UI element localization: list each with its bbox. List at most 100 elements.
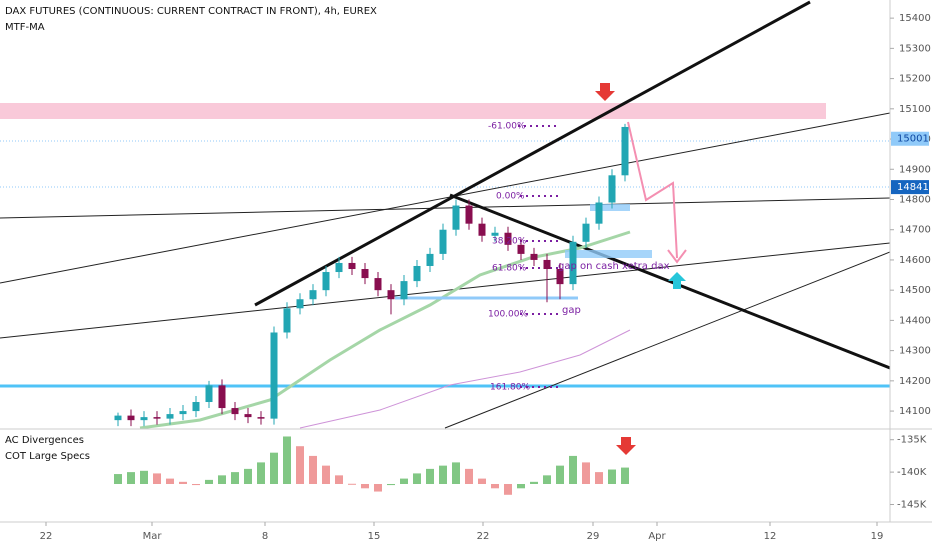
candle-body (582, 223, 590, 242)
histogram-bar (491, 484, 499, 489)
candle-body (465, 205, 473, 224)
histogram-bar (179, 481, 187, 484)
candle-body (348, 262, 356, 270)
histogram-bar (218, 475, 226, 484)
x-tick-label: 8 (262, 531, 268, 542)
fib-label: 0.00% (496, 192, 525, 202)
x-tick-label: 19 (871, 531, 884, 542)
y-tick-label: 14100 (899, 406, 931, 417)
price-label: 15001 (897, 134, 929, 145)
histogram-bar (387, 484, 395, 486)
histogram-bar (478, 478, 486, 484)
candle-body (192, 402, 200, 412)
candle-body (257, 417, 265, 419)
x-tick-label: Apr (648, 531, 666, 542)
moving-average (299, 329, 631, 429)
candle-body (335, 262, 343, 273)
x-tick-label: 12 (764, 531, 777, 542)
y-tick-label: 14500 (899, 285, 931, 296)
candle-body (283, 308, 291, 333)
histogram-bar (231, 472, 239, 484)
resistance-zone (0, 103, 826, 119)
histogram-bar (504, 484, 512, 495)
histogram-bar (452, 462, 460, 484)
histogram-bar (426, 468, 434, 484)
histogram-bar (543, 475, 551, 484)
histogram-bar (413, 473, 421, 484)
candle-body (270, 332, 278, 419)
chart-title: DAX FUTURES (CONTINUOUS: CURRENT CONTRAC… (5, 6, 377, 17)
candle-body (361, 269, 369, 279)
candle-body (153, 417, 161, 419)
candle-body (491, 232, 499, 236)
histogram-bar (361, 484, 369, 489)
histogram-bar (283, 436, 291, 484)
projection-arrow (667, 249, 687, 264)
candle-body (621, 126, 629, 176)
x-tick-label: 29 (587, 531, 600, 542)
histogram-bar (582, 462, 590, 484)
trendline (0, 242, 891, 339)
indicator-name: COT Large Specs (5, 451, 90, 462)
histogram-bar (569, 455, 577, 484)
candle-body (504, 232, 512, 245)
candle-body (426, 253, 434, 266)
histogram-bar (309, 455, 317, 484)
histogram-bar (621, 467, 629, 484)
candle-body (296, 299, 304, 309)
trendline-thick (449, 193, 891, 370)
histogram-bar (348, 483, 356, 485)
histogram-bar (608, 469, 616, 484)
histogram-bar (439, 465, 447, 484)
y-tick-label: 14300 (899, 346, 931, 357)
trendline (0, 197, 891, 219)
histogram-bar (140, 470, 148, 484)
y-tick-label: 15400 (899, 13, 931, 24)
histogram-bar (205, 479, 213, 484)
candle-body (439, 229, 447, 254)
fib-label: 161.80% (490, 383, 530, 393)
y-tick-label: 14600 (899, 255, 931, 266)
gap-box (565, 250, 652, 258)
histogram-bar (296, 446, 304, 484)
histogram-bar (270, 452, 278, 484)
candle-body (244, 414, 252, 418)
candle-body (413, 265, 421, 282)
projection (627, 121, 678, 259)
x-tick-label: 15 (368, 531, 381, 542)
candle-body (374, 278, 382, 291)
price-label-box (891, 131, 929, 146)
histogram-bar (166, 478, 174, 484)
histogram-bar (192, 484, 200, 486)
price-label: 14841 (897, 182, 929, 193)
y-tick-label: 15300 (899, 43, 931, 54)
gap-box (590, 204, 630, 211)
x-tick-label: 22 (40, 531, 53, 542)
y-tick-label: 14200 (899, 376, 931, 387)
candle-body (595, 202, 603, 224)
y-tick-label: -135K (897, 435, 927, 446)
histogram-bar (374, 484, 382, 492)
y-tick-label: 14400 (899, 315, 931, 326)
indicator-name: MTF-MA (5, 22, 45, 33)
candle-body (387, 290, 395, 300)
histogram-bar (595, 472, 603, 484)
histogram-bar (244, 468, 252, 484)
y-tick-label: 14800 (899, 194, 931, 205)
price-axis (890, 0, 932, 550)
histogram-bar (530, 481, 538, 484)
fib-label: 61.80% (492, 264, 527, 274)
histogram-bar (517, 484, 525, 489)
candle-body (478, 223, 486, 236)
candle-body (218, 385, 226, 409)
candle-body (231, 408, 239, 415)
axes: 14100 14200 14300 14400 14500 14600 14700 14800… (40, 13, 931, 542)
x-tick-label: Mar (143, 531, 163, 542)
y-tick-label: -145K (897, 500, 927, 511)
trendline-thick (254, 0, 811, 307)
histogram-bar (114, 474, 122, 484)
down-arrow (595, 83, 615, 101)
fib-label: 38.20% (492, 237, 527, 247)
